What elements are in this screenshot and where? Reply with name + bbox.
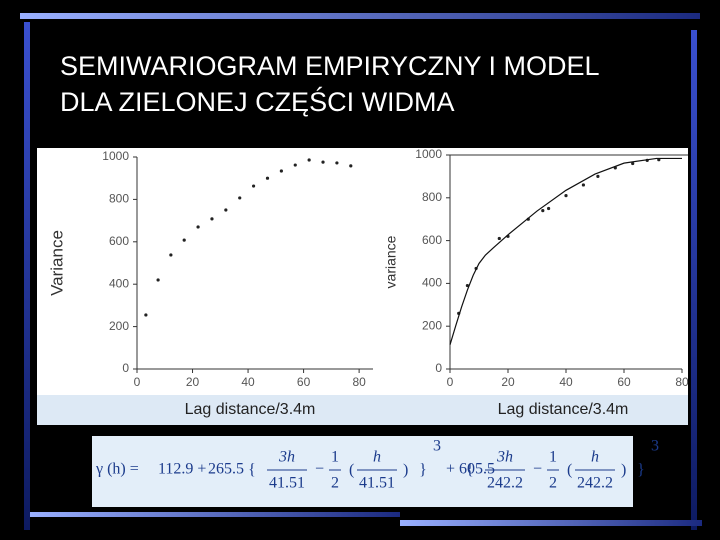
formula-text: 3h <box>278 449 295 466</box>
formula-text: 3 <box>651 438 659 455</box>
formula-text: 265.5 <box>208 461 244 478</box>
brace: } <box>419 462 427 479</box>
chart-panel <box>37 148 688 395</box>
paren: ( <box>349 462 354 479</box>
formula-text: h <box>591 449 599 466</box>
data-point <box>182 238 186 242</box>
x-tick-label: 20 <box>501 375 515 389</box>
data-point <box>321 160 325 164</box>
paren: ) <box>403 462 408 479</box>
y-tick-label: 1000 <box>102 149 129 163</box>
formula-text: 41.51 <box>359 475 395 492</box>
y-tick-label: 800 <box>422 190 442 204</box>
deco-bar <box>691 30 697 530</box>
x-tick-label: 0 <box>447 375 454 389</box>
y-tick-label: 400 <box>109 276 129 290</box>
brace: { <box>248 462 256 479</box>
data-point <box>541 209 545 213</box>
data-point <box>279 169 283 173</box>
model-line <box>449 157 682 346</box>
y-axis-label: variance <box>383 235 399 288</box>
data-point <box>631 161 635 166</box>
data-point <box>335 161 339 165</box>
formula-text: 1 <box>331 449 339 466</box>
brace: } <box>637 462 645 479</box>
data-point <box>156 278 160 282</box>
x-tick-label: 60 <box>297 375 311 389</box>
formula-text: − <box>533 461 542 478</box>
formula-text: h <box>373 449 381 466</box>
brace: { <box>466 462 474 479</box>
data-point <box>265 176 270 180</box>
data-point <box>210 217 214 221</box>
data-point <box>547 206 551 211</box>
formula-text: 3 <box>433 438 441 455</box>
formula-text: γ (h) = <box>95 461 139 478</box>
formula-text: 41.51 <box>269 475 305 492</box>
y-tick-label: 1000 <box>415 147 442 161</box>
x-tick-label: 40 <box>241 375 255 389</box>
data-point <box>349 164 353 168</box>
x-tick-label: 80 <box>675 375 689 389</box>
formula-box <box>92 436 633 507</box>
x-tick-label: 0 <box>134 375 141 389</box>
title: SEMIWARIOGRAM EMPIRYCZNY I MODEL <box>60 51 600 81</box>
y-tick-label: 600 <box>422 233 442 247</box>
y-tick-label: 400 <box>422 276 442 290</box>
formula-text: 2 <box>549 475 557 492</box>
x-axis-label: Lag distance/3.4m <box>185 401 316 418</box>
formula-text: 2 <box>331 475 339 492</box>
formula-text: 242.2 <box>577 475 613 492</box>
data-point <box>224 208 228 212</box>
data-point <box>307 158 311 162</box>
data-point <box>293 163 297 167</box>
y-tick-label: 0 <box>435 361 442 375</box>
x-tick-label: 80 <box>352 375 366 389</box>
paren: ( <box>567 462 572 479</box>
formula-text: − <box>315 461 324 478</box>
paren: ) <box>621 462 626 479</box>
label-strip <box>37 395 688 425</box>
data-point <box>564 194 568 198</box>
formula-text: 1 <box>549 449 557 466</box>
y-axis-label: Variance <box>47 230 66 296</box>
data-point <box>196 225 200 229</box>
x-tick-label: 60 <box>617 375 631 389</box>
deco-bar <box>400 520 702 526</box>
data-point <box>252 184 256 188</box>
formula-text: 242.2 <box>487 475 523 492</box>
data-point <box>465 283 469 288</box>
data-point <box>144 313 148 317</box>
y-tick-label: 200 <box>422 318 442 332</box>
title: DLA ZIELONEJ CZĘŚCI WIDMA <box>60 85 455 117</box>
formula-text: 112.9 + <box>158 461 206 478</box>
y-tick-label: 0 <box>122 361 129 375</box>
y-tick-label: 800 <box>109 192 129 206</box>
data-point <box>238 196 242 200</box>
data-point <box>497 236 501 241</box>
y-tick-label: 200 <box>109 319 129 333</box>
x-tick-label: 40 <box>559 375 573 389</box>
deco-bar <box>24 22 30 530</box>
formula-text: + 605.5 <box>446 461 495 478</box>
formula-text: 3h <box>496 449 513 466</box>
data-point <box>169 253 173 257</box>
y-tick-label: 600 <box>109 234 129 248</box>
data-point <box>596 174 600 178</box>
x-axis-label: Lag distance/3.4m <box>498 401 629 418</box>
data-point <box>581 183 586 187</box>
x-tick-label: 20 <box>186 375 200 389</box>
deco-bar <box>20 13 700 19</box>
deco-bar <box>30 512 400 517</box>
